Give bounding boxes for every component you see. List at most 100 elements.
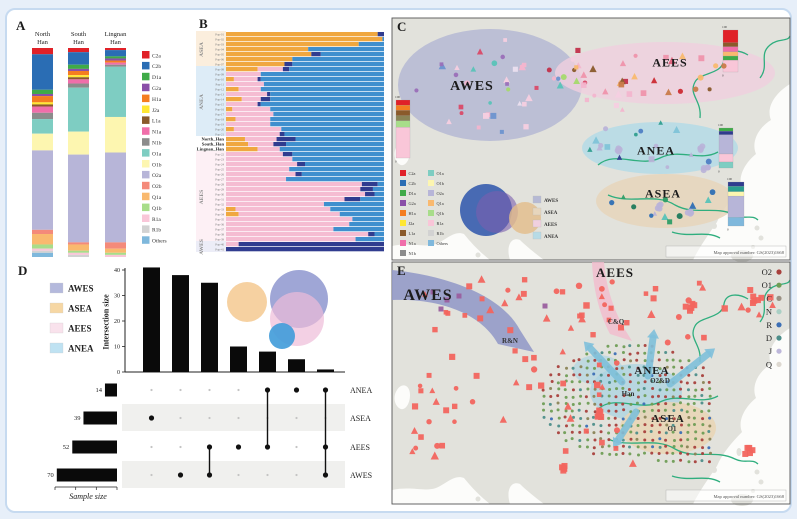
svg-text:J: J xyxy=(769,346,773,356)
panel-a-bar-seg xyxy=(32,248,53,251)
panel-a-bar-seg xyxy=(32,96,53,103)
svg-text:ASEA: ASEA xyxy=(68,304,93,314)
svg-text:40: 40 xyxy=(114,268,120,274)
svg-text:Pop-37: Pop-37 xyxy=(215,228,224,232)
panel-a-bar-seg xyxy=(105,50,126,57)
svg-text:70: 70 xyxy=(47,472,54,479)
svg-text:0: 0 xyxy=(718,170,720,174)
panel-a-bar-seg xyxy=(105,116,126,153)
svg-text:Pop-07: Pop-07 xyxy=(215,63,224,67)
svg-text:Pop-25: Pop-25 xyxy=(215,168,224,172)
svg-text:O1a: O1a xyxy=(152,151,162,157)
svg-text:R1a: R1a xyxy=(437,221,444,226)
svg-text:AEES: AEES xyxy=(68,324,92,334)
svg-text:R1a: R1a xyxy=(152,217,161,223)
svg-text:Pop-30: Pop-30 xyxy=(215,193,224,197)
svg-text:AWES: AWES xyxy=(544,199,558,204)
panel-a-bar-seg xyxy=(105,62,126,65)
set-size-bar xyxy=(83,411,117,425)
svg-text:Pop-21: Pop-21 xyxy=(215,133,224,137)
svg-text:0: 0 xyxy=(395,160,397,164)
panel-a-bar-seg xyxy=(68,75,89,78)
svg-text:C2a: C2a xyxy=(152,53,161,59)
panel-e: Map approval number: GS(2023)1668 xyxy=(391,261,791,506)
svg-text:O2b: O2b xyxy=(152,184,162,190)
panel-a-bar-seg xyxy=(68,77,89,80)
svg-text:AEES: AEES xyxy=(199,190,205,204)
svg-text:Pop-05: Pop-05 xyxy=(215,53,224,57)
svg-text:0: 0 xyxy=(727,228,729,232)
svg-text:G2a: G2a xyxy=(152,86,162,92)
svg-text:Pop-36: Pop-36 xyxy=(215,223,224,227)
panel-a-bar-seg xyxy=(32,106,53,113)
panel-a-bar-seg xyxy=(32,244,53,249)
panel-a-bar-seg xyxy=(32,150,53,230)
panel-a-bar-seg xyxy=(68,48,89,53)
panel-c-venn xyxy=(460,184,541,236)
panel-a-bar-seg xyxy=(105,60,126,63)
svg-text:Pop-33: Pop-33 xyxy=(215,208,224,212)
panel-a-bar-seg xyxy=(68,68,89,71)
svg-text:O1a: O1a xyxy=(437,171,444,176)
svg-text:Pop-13: Pop-13 xyxy=(215,93,224,97)
set-size-bar xyxy=(104,383,117,397)
svg-text:10: 10 xyxy=(114,345,120,351)
panel-b: ASEA ANEA AEES AWES Pop-01Pop-02Pop-03Pop-04… xyxy=(196,31,384,255)
svg-text:Pop-26: Pop-26 xyxy=(215,173,224,177)
upset-bar xyxy=(201,282,218,372)
panel-a-bar-seg xyxy=(68,79,89,84)
svg-text:AWES: AWES xyxy=(68,284,94,294)
panel-c-region-legend: AWES ASEA AEES ANEA xyxy=(532,195,559,240)
panel-a-bar-seg xyxy=(32,119,53,134)
svg-text:ANEA: ANEA xyxy=(199,94,205,110)
panel-a-bar-seg xyxy=(68,83,89,88)
svg-text:100: 100 xyxy=(718,123,723,127)
svg-text:Pop-08: Pop-08 xyxy=(215,68,224,72)
svg-text:G2a: G2a xyxy=(409,201,416,206)
panel-a-bar-seg xyxy=(105,56,126,59)
svg-text:O2: O2 xyxy=(762,267,772,277)
svg-text:14: 14 xyxy=(95,387,102,394)
svg-text:Pop-38: Pop-38 xyxy=(215,233,224,237)
svg-text:AEES: AEES xyxy=(544,223,557,228)
svg-text:100: 100 xyxy=(727,177,732,181)
svg-text:0: 0 xyxy=(722,74,724,78)
svg-text:39: 39 xyxy=(74,415,81,422)
svg-text:O1b: O1b xyxy=(152,162,162,168)
panel-a-bar-seg xyxy=(32,252,53,257)
panel-a-bar-seg xyxy=(105,248,126,253)
svg-text:North_Han: North_Han xyxy=(202,137,225,142)
panel-a-bar-seg xyxy=(105,66,126,117)
panel-a-bar-seg xyxy=(32,133,53,151)
svg-text:C: C xyxy=(766,293,772,303)
svg-text:D1a: D1a xyxy=(152,75,162,81)
svg-text:Pop-09: Pop-09 xyxy=(215,73,224,77)
svg-text:Pop-14: Pop-14 xyxy=(215,98,224,102)
svg-text:Pop-19: Pop-19 xyxy=(215,123,224,127)
svg-text:Pop-15: Pop-15 xyxy=(215,103,224,107)
svg-text:52: 52 xyxy=(63,444,70,451)
svg-text:Pop-20: Pop-20 xyxy=(215,128,224,132)
svg-text:Pop-11: Pop-11 xyxy=(215,83,224,87)
svg-text:Pop-31: Pop-31 xyxy=(215,198,224,202)
upset-bar xyxy=(230,346,247,372)
svg-text:Pop-06: Pop-06 xyxy=(215,58,224,62)
panel-a-bar-seg xyxy=(105,254,126,257)
panel-a-bar-seg xyxy=(68,52,89,65)
svg-text:C2b: C2b xyxy=(152,64,161,70)
panel-a-bar-seg xyxy=(105,252,126,255)
set-size-bar xyxy=(72,440,117,454)
svg-text:Pop-34: Pop-34 xyxy=(215,213,224,217)
svg-text:H1a: H1a xyxy=(409,211,416,216)
svg-text:Pop-10: Pop-10 xyxy=(215,78,224,82)
panel-d: 0 10 20 30 40 ANEA ASEA AEES AWES 14 39 52 70 xyxy=(47,267,372,490)
svg-text:ASEA: ASEA xyxy=(350,414,371,423)
panel-e-arrows xyxy=(392,262,716,448)
svg-text:C2b: C2b xyxy=(409,181,416,186)
svg-text:Han: Han xyxy=(73,39,85,46)
set-size-bar xyxy=(56,468,117,482)
panel-a-bar-seg xyxy=(68,64,89,69)
